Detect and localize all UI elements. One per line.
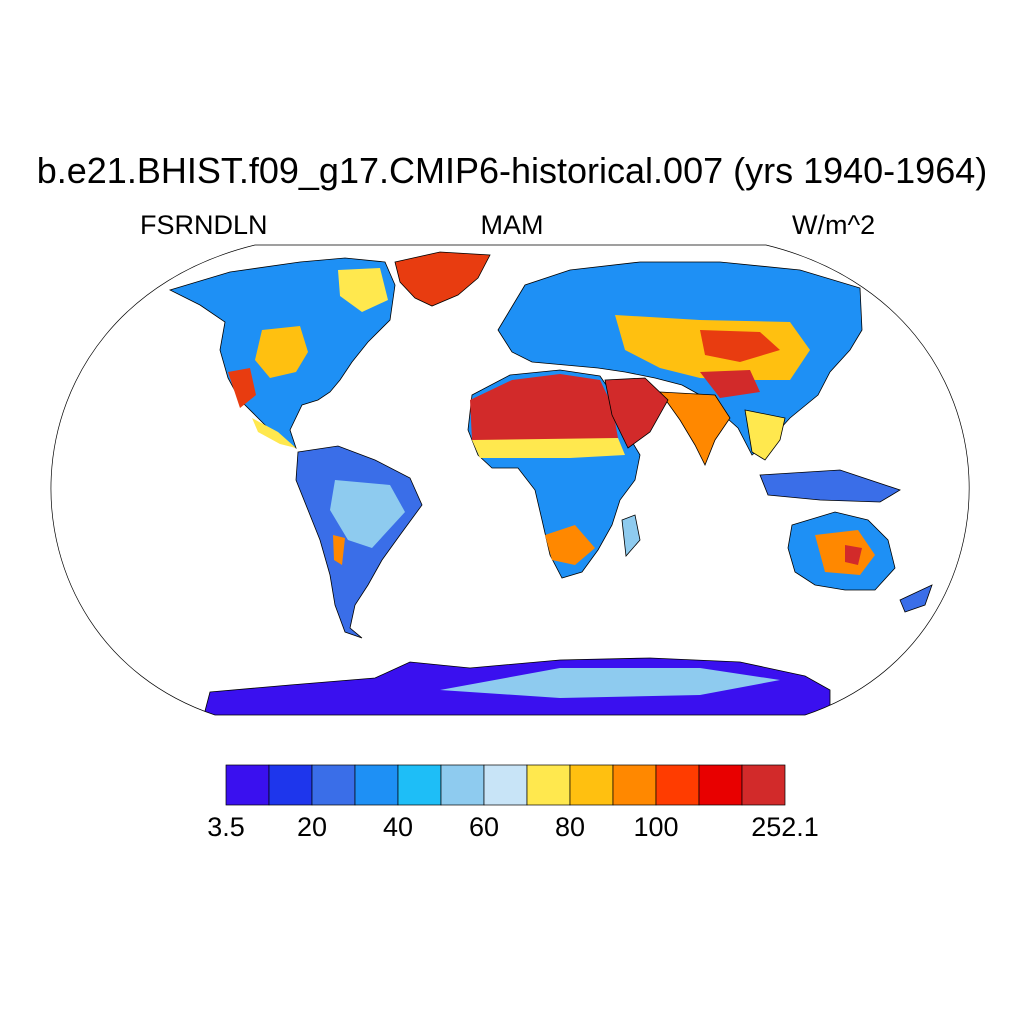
australia-hotspot xyxy=(845,545,862,565)
madagascar xyxy=(621,514,641,557)
colorbar-swatch xyxy=(741,764,786,806)
sahel xyxy=(472,438,625,458)
greenland xyxy=(394,251,491,307)
map-title: b.e21.BHIST.f09_g17.CMIP6-historical.007… xyxy=(36,150,988,191)
colorbar-tick-label: 3.5 xyxy=(207,812,245,842)
south-america-interior xyxy=(330,480,405,548)
colorbar-swatch xyxy=(311,764,356,806)
hudson-region xyxy=(338,268,388,312)
southern-africa-hot xyxy=(545,525,595,565)
indonesia xyxy=(759,469,901,503)
colorbar-tick-label: 80 xyxy=(554,812,586,842)
colorbar-tick-label: 20 xyxy=(296,812,328,842)
colorbar-tick-label: 40 xyxy=(382,812,414,842)
units-label: W/m^2 xyxy=(792,210,876,240)
colorbar-tick-label: 60 xyxy=(468,812,500,842)
colorbar-swatch xyxy=(526,764,571,806)
globe-outline xyxy=(50,244,970,716)
mexico-coast xyxy=(252,418,296,448)
variable-label: FSRNDLN xyxy=(140,210,268,240)
sahara xyxy=(470,374,618,442)
north-america-warm-zone xyxy=(255,326,308,378)
india xyxy=(659,391,731,466)
colorbar-swatch xyxy=(397,764,442,806)
colorbar-tick-label: 252.1 xyxy=(751,812,819,842)
season-label: MAM xyxy=(480,210,544,240)
colorbar-swatch xyxy=(655,764,700,806)
andes-hotspot xyxy=(333,535,345,565)
southeast-asia xyxy=(744,409,786,461)
colorbar-swatch xyxy=(268,764,313,806)
colorbar-swatch xyxy=(225,764,270,806)
colorbar-swatch xyxy=(569,764,614,806)
new-zealand xyxy=(899,584,933,613)
arabia xyxy=(604,377,669,449)
colorbar-tick-label: 100 xyxy=(633,812,679,842)
colorbar-swatch xyxy=(698,764,743,806)
mongolia-hotspot xyxy=(700,330,780,362)
tibet-region xyxy=(700,370,760,398)
southwest-us-hotspot xyxy=(228,368,256,408)
colorbar xyxy=(225,764,786,806)
antarctic-plateau xyxy=(440,668,780,698)
colorbar-swatch xyxy=(354,764,399,806)
colorbar-swatch xyxy=(440,764,485,806)
colorbar-swatch xyxy=(612,764,657,806)
colorbar-swatch xyxy=(483,764,528,806)
